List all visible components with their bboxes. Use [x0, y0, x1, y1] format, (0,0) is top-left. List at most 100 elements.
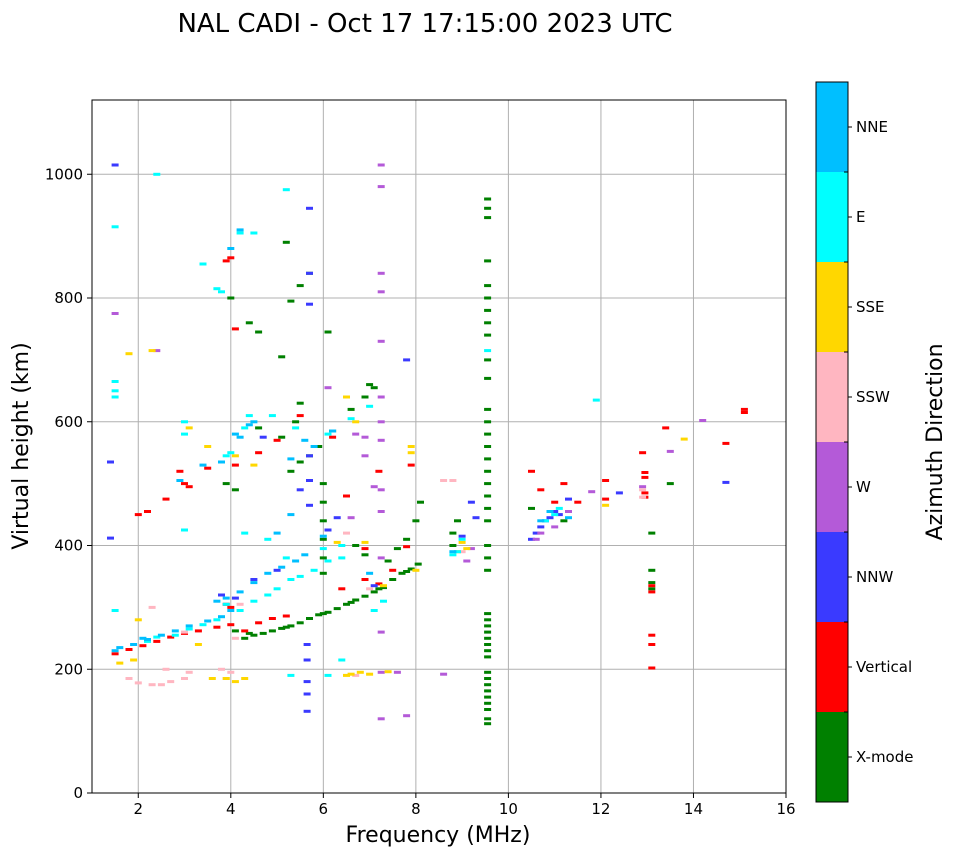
series-sse — [116, 349, 688, 684]
data-point — [560, 519, 568, 523]
data-point — [268, 629, 276, 633]
data-point — [319, 571, 327, 575]
data-point — [227, 609, 235, 612]
data-point — [551, 510, 559, 513]
data-point — [467, 547, 475, 551]
data-point — [377, 395, 385, 399]
data-point — [398, 571, 406, 575]
data-point — [666, 449, 674, 453]
data-point — [384, 670, 392, 674]
data-point — [537, 531, 545, 535]
data-point — [282, 614, 290, 618]
data-point — [236, 435, 244, 439]
data-point — [375, 587, 383, 591]
colorbar-label: NNE — [856, 118, 888, 136]
data-point — [347, 600, 355, 604]
data-point — [231, 463, 239, 467]
data-point — [412, 568, 420, 572]
data-point — [484, 717, 492, 721]
data-point — [699, 419, 707, 422]
data-point — [222, 454, 230, 458]
data-point — [555, 506, 563, 510]
data-point — [222, 596, 230, 600]
data-point — [454, 550, 461, 554]
data-point — [407, 451, 415, 455]
data-point — [366, 571, 374, 575]
data-point — [111, 649, 119, 653]
colorbar-segment — [816, 622, 848, 712]
x-tick-label: 14 — [684, 800, 703, 818]
data-point — [162, 497, 170, 501]
data-point — [116, 646, 124, 650]
data-point — [565, 516, 572, 520]
colorbar: X-mode Vertical NNW W SSW SSE E NNE — [815, 81, 913, 803]
data-point — [588, 490, 596, 494]
data-point — [282, 240, 290, 244]
x-tick-label: 2 — [133, 800, 143, 818]
data-point — [641, 471, 649, 474]
data-point — [199, 262, 207, 266]
data-point — [377, 271, 385, 275]
data-point — [139, 636, 147, 640]
data-point — [377, 717, 385, 721]
data-point — [377, 420, 385, 424]
colorbar-segment — [816, 712, 848, 802]
data-point — [319, 500, 327, 504]
data-point — [185, 624, 193, 628]
data-point — [144, 510, 151, 513]
data-point — [484, 677, 492, 680]
data-point — [130, 658, 138, 662]
data-point — [222, 677, 230, 680]
data-point — [484, 457, 492, 461]
data-point — [250, 420, 258, 424]
data-point — [361, 553, 369, 557]
data-point — [546, 510, 554, 513]
data-point — [227, 605, 235, 609]
data-point — [268, 617, 276, 620]
data-point — [484, 407, 492, 411]
y-tick-label: 400 — [54, 537, 83, 555]
y-tick-label: 1000 — [45, 165, 83, 183]
data-point — [484, 695, 492, 699]
data-point — [231, 680, 239, 684]
data-point — [181, 677, 188, 680]
data-point — [377, 339, 385, 343]
data-point — [287, 578, 295, 581]
plot-frame — [91, 99, 787, 794]
data-point — [231, 488, 239, 492]
data-point — [162, 667, 170, 671]
data-point — [111, 395, 119, 399]
data-point — [484, 482, 492, 486]
data-point — [278, 435, 286, 439]
data-point — [449, 550, 457, 554]
data-point — [347, 516, 355, 520]
data-point — [278, 355, 286, 359]
data-point — [245, 631, 253, 635]
data-point — [377, 510, 385, 513]
data-point — [403, 714, 411, 718]
data-point — [537, 488, 545, 492]
data-point — [449, 531, 457, 535]
data-point — [484, 432, 492, 436]
data-point — [181, 528, 188, 532]
data-point — [231, 636, 239, 640]
data-point — [264, 571, 272, 575]
data-point — [361, 547, 369, 551]
data-point — [148, 683, 156, 687]
data-point — [537, 519, 545, 523]
data-point — [463, 559, 471, 563]
series-x-mode — [222, 197, 674, 726]
data-point — [250, 231, 258, 235]
data-point — [370, 584, 378, 588]
data-point — [484, 689, 492, 693]
data-point — [148, 349, 156, 353]
data-point — [615, 491, 623, 495]
data-point — [319, 547, 327, 551]
data-point — [185, 670, 193, 674]
data-point — [222, 259, 230, 263]
data-point — [484, 321, 492, 325]
data-point — [648, 666, 656, 670]
data-point — [338, 544, 346, 547]
data-point — [347, 417, 355, 421]
